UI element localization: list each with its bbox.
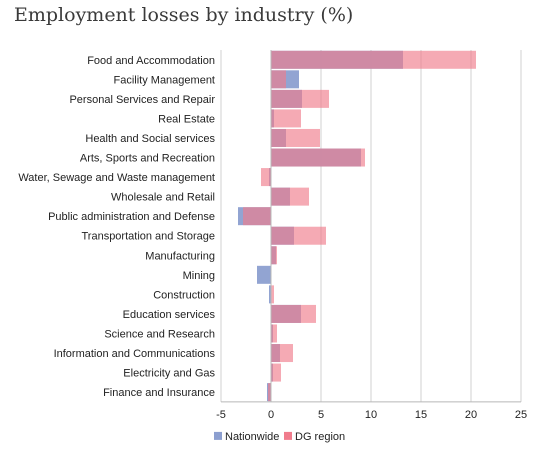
- x-tick-labels: -5 0 5 10 15 20 25: [216, 409, 527, 421]
- category-label: Real Estate: [158, 113, 215, 125]
- bar-dg-region: [271, 324, 277, 343]
- bar-dg-region: [271, 148, 365, 167]
- bar-dg-region: [271, 363, 281, 382]
- bar-dg-region: [271, 344, 293, 363]
- category-label: Transportation and Storage: [81, 231, 215, 243]
- x-tick-label: 0: [268, 409, 274, 421]
- legend-swatch-dg-region: [284, 431, 292, 440]
- x-tick-label: 15: [415, 409, 427, 421]
- legend-label-dg-region: DG region: [295, 431, 345, 443]
- category-label: Finance and Insurance: [103, 387, 215, 399]
- category-label: Arts, Sports and Recreation: [80, 153, 215, 165]
- category-label: Science and Research: [104, 328, 215, 340]
- bar-nationwide: [269, 285, 271, 304]
- legend: Nationwide DG region: [214, 431, 345, 443]
- bar-layer: [238, 50, 476, 402]
- category-label: Health and Social services: [85, 133, 215, 145]
- bar-dg-region: [271, 187, 309, 206]
- bar-dg-region: [271, 246, 277, 265]
- chart-title: Employment losses by industry (%): [14, 4, 354, 26]
- bar-dg-region: [271, 50, 476, 69]
- legend-label-nationwide: Nationwide: [225, 431, 279, 443]
- category-label: Water, Sewage and Waste management: [18, 172, 215, 184]
- legend-swatch-nationwide: [214, 431, 222, 440]
- category-label: Personal Services and Repair: [69, 94, 215, 106]
- bar-dg-region: [271, 128, 320, 147]
- bar-dg-region: [271, 70, 286, 89]
- category-label: Manufacturing: [145, 250, 215, 262]
- bar-dg-region: [268, 383, 271, 402]
- x-tick-label: 25: [515, 409, 527, 421]
- category-label: Information and Communications: [54, 348, 216, 360]
- category-label: Facility Management: [114, 74, 216, 86]
- category-labels: Food and Accommodation Facility Managemen…: [18, 55, 215, 399]
- bar-dg-region: [271, 109, 301, 128]
- x-tick-label: -5: [216, 409, 226, 421]
- bar-dg-region: [271, 304, 316, 323]
- x-tick-label: 5: [318, 409, 324, 421]
- category-label: Education services: [123, 309, 216, 321]
- bar-nationwide: [257, 265, 271, 284]
- bar-dg-region: [271, 285, 274, 304]
- category-label: Wholesale and Retail: [111, 192, 215, 204]
- axis-layer: [221, 50, 521, 403]
- bar-dg-region: [261, 168, 271, 187]
- bar-dg-region: [271, 89, 329, 108]
- category-label: Electricity and Gas: [123, 368, 215, 380]
- category-label: Construction: [153, 289, 215, 301]
- grid-layer: [220, 50, 522, 402]
- category-label: Mining: [183, 270, 215, 282]
- bar-dg-region: [271, 226, 326, 245]
- category-label: Food and Accommodation: [87, 55, 215, 67]
- x-tick-label: 20: [465, 409, 477, 421]
- bar-dg-region: [243, 207, 271, 226]
- category-label: Public administration and Defense: [48, 211, 215, 223]
- x-tick-label: 10: [365, 409, 377, 421]
